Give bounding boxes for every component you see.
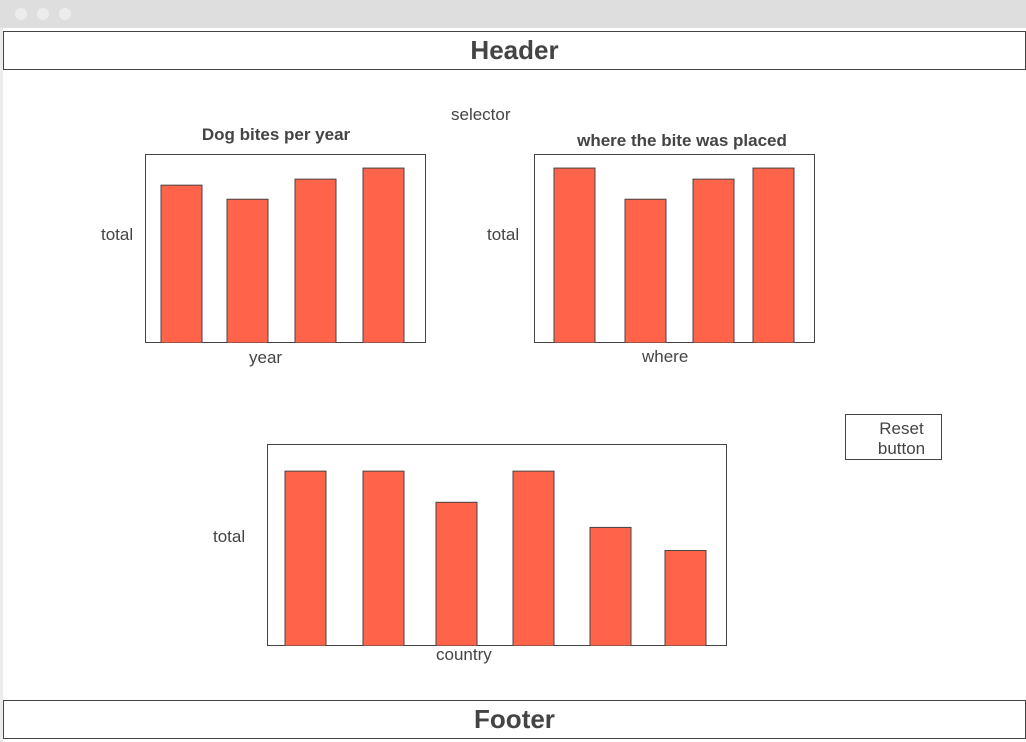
- reset-button[interactable]: Reset button: [845, 414, 942, 460]
- chart-year-title: Dog bites per year: [201, 125, 351, 144]
- chart-country-ylabel: total: [213, 527, 246, 546]
- reset-button-label-line1: Reset: [879, 419, 924, 438]
- chart-country-bar-6[interactable]: [664, 550, 707, 646]
- window-titlebar: [0, 0, 1026, 28]
- chart-where-bar-1[interactable]: [553, 167, 596, 343]
- page-footer: Footer: [3, 700, 1026, 739]
- chart-where-title: where the bite was placed: [577, 131, 787, 150]
- chart-country-bar-1[interactable]: [284, 470, 327, 646]
- window-close-dot-icon[interactable]: [15, 8, 27, 20]
- chart-country-bar-2[interactable]: [362, 470, 405, 646]
- chart-year-xlabel: year: [249, 348, 283, 367]
- chart-country-bars: [284, 470, 707, 646]
- chart-where-bar-3[interactable]: [692, 178, 735, 343]
- chart-year-bars: [160, 167, 405, 343]
- chart-where-ylabel: total: [487, 225, 520, 244]
- page-header: Header: [3, 31, 1026, 70]
- chart-country-xlabel: country: [436, 645, 492, 664]
- chart-year-bar-1[interactable]: [160, 184, 203, 343]
- chart-where-bar-2[interactable]: [624, 198, 667, 343]
- window-left-edge: [0, 28, 3, 742]
- chart-year-bar-2[interactable]: [226, 198, 269, 343]
- window-maximize-dot-icon[interactable]: [59, 8, 71, 20]
- window-minimize-dot-icon[interactable]: [37, 8, 49, 20]
- chart-year-bar-3[interactable]: [294, 178, 337, 343]
- chart-where-plot: [534, 154, 815, 343]
- chart-year-plot: [145, 154, 426, 343]
- chart-country-bar-5[interactable]: [589, 526, 632, 646]
- chart-country-plot: [267, 444, 727, 646]
- chart-country-bar-4[interactable]: [512, 470, 555, 646]
- selector-label[interactable]: selector: [451, 105, 511, 124]
- chart-country-bar-3[interactable]: [435, 501, 478, 646]
- chart-where-bars: [553, 167, 795, 343]
- chart-where-bar-4[interactable]: [752, 167, 795, 343]
- chart-where-xlabel: where: [642, 347, 689, 366]
- reset-button-label-line2: button: [877, 439, 926, 458]
- chart-year-ylabel: total: [101, 225, 134, 244]
- chart-year-bar-4[interactable]: [362, 167, 405, 343]
